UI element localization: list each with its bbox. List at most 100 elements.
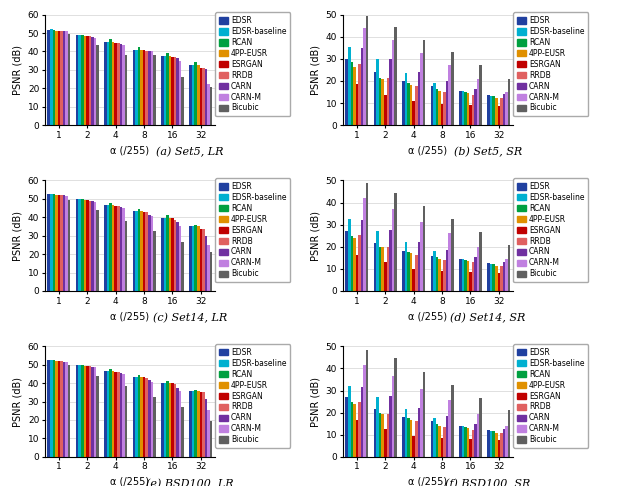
Bar <box>502 429 505 457</box>
Bar <box>444 427 446 457</box>
Bar <box>441 271 444 291</box>
Bar <box>50 194 52 291</box>
Bar <box>174 384 177 457</box>
Bar <box>469 272 472 291</box>
Bar <box>210 421 212 457</box>
Bar <box>356 420 358 457</box>
Bar <box>200 68 202 125</box>
Bar <box>477 79 479 125</box>
Bar <box>192 391 195 457</box>
Bar <box>417 243 420 291</box>
Bar <box>379 413 381 457</box>
Bar <box>132 377 135 457</box>
Bar <box>387 414 389 457</box>
Bar <box>164 383 166 457</box>
Bar <box>112 205 115 291</box>
Bar <box>197 65 200 125</box>
Bar <box>438 259 441 291</box>
Bar <box>404 243 407 291</box>
Bar <box>91 366 93 457</box>
Bar <box>346 397 348 457</box>
Bar <box>431 256 433 291</box>
Bar <box>502 262 505 291</box>
Bar <box>436 88 438 125</box>
Bar <box>120 207 122 291</box>
Bar <box>492 432 495 457</box>
Bar <box>487 430 490 457</box>
Bar <box>143 50 145 125</box>
Bar <box>446 81 449 125</box>
Bar <box>143 377 145 457</box>
Bar <box>96 45 99 125</box>
Bar <box>60 361 63 457</box>
Bar <box>122 208 125 291</box>
Bar <box>58 195 60 291</box>
Bar <box>441 438 444 457</box>
Bar <box>120 44 122 125</box>
Bar <box>197 226 200 291</box>
Bar <box>79 364 81 457</box>
Bar <box>145 378 148 457</box>
Bar <box>63 31 65 125</box>
Bar <box>55 361 58 457</box>
Bar <box>420 53 422 125</box>
Bar <box>140 50 143 125</box>
Bar <box>407 418 410 457</box>
Text: (b) Set5, SR: (b) Set5, SR <box>454 147 522 157</box>
Bar <box>161 56 164 125</box>
Bar <box>125 55 127 125</box>
Bar <box>132 211 135 291</box>
Bar <box>172 218 174 291</box>
Bar <box>140 211 143 291</box>
Bar <box>348 47 351 125</box>
Bar <box>479 232 482 291</box>
Bar <box>135 377 138 457</box>
Legend: EDSR, EDSR-baseline, RCAN, 4PP-EUSR, ESRGAN, RRDB, CARN, CARN-M, Bicubic: EDSR, EDSR-baseline, RCAN, 4PP-EUSR, ESR… <box>215 12 291 116</box>
Bar <box>115 206 117 291</box>
Bar <box>47 194 50 291</box>
Legend: EDSR, EDSR-baseline, RCAN, 4PP-EUSR, ESRGAN, RRDB, CARN, CARN-M, Bicubic: EDSR, EDSR-baseline, RCAN, 4PP-EUSR, ESR… <box>215 344 291 448</box>
Bar <box>490 264 492 291</box>
Legend: EDSR, EDSR-baseline, RCAN, 4PP-EUSR, ESRGAN, RRDB, CARN, CARN-M, Bicubic: EDSR, EDSR-baseline, RCAN, 4PP-EUSR, ESR… <box>513 178 588 282</box>
Bar <box>195 62 197 125</box>
Bar <box>361 220 364 291</box>
Bar <box>63 362 65 457</box>
Bar <box>392 40 394 125</box>
Bar <box>200 229 202 291</box>
Bar <box>387 247 389 291</box>
Bar <box>117 43 120 125</box>
Bar <box>361 48 364 125</box>
X-axis label: α (/255): α (/255) <box>110 477 150 486</box>
Bar <box>166 382 169 457</box>
Bar <box>104 42 107 125</box>
Bar <box>89 36 91 125</box>
Bar <box>472 95 474 125</box>
Bar <box>181 407 184 457</box>
Text: (a) Set5, LR: (a) Set5, LR <box>156 147 224 157</box>
Bar <box>459 259 461 291</box>
Bar <box>487 263 490 291</box>
Bar <box>431 87 433 125</box>
Bar <box>433 418 436 457</box>
Bar <box>153 231 156 291</box>
Bar <box>135 211 138 291</box>
Bar <box>125 386 127 457</box>
Bar <box>138 209 140 291</box>
Bar <box>202 68 205 125</box>
Bar <box>50 29 52 125</box>
Bar <box>366 16 369 125</box>
Bar <box>351 236 353 291</box>
Bar <box>389 396 392 457</box>
Bar <box>469 105 472 125</box>
Text: (e) BSD100, LR: (e) BSD100, LR <box>147 479 234 486</box>
Bar <box>402 251 404 291</box>
Bar <box>490 432 492 457</box>
Bar <box>394 192 397 291</box>
Bar <box>109 369 112 457</box>
Bar <box>65 196 68 291</box>
Bar <box>451 219 454 291</box>
Bar <box>412 101 415 125</box>
Bar <box>96 210 99 291</box>
Bar <box>415 421 417 457</box>
Bar <box>161 383 164 457</box>
